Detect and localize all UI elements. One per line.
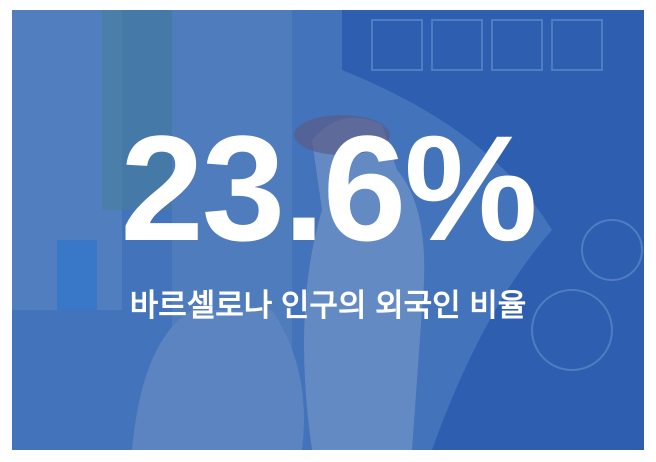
page: 23.6% 바르셀로나 인구의 외국인 비율 (() => { const da… (0, 0, 656, 462)
headline: 23.6% (12, 108, 644, 268)
photo-card: 23.6% 바르셀로나 인구의 외국인 비율 (12, 10, 644, 450)
caption: 바르셀로나 인구의 외국인 비율 (12, 286, 644, 326)
